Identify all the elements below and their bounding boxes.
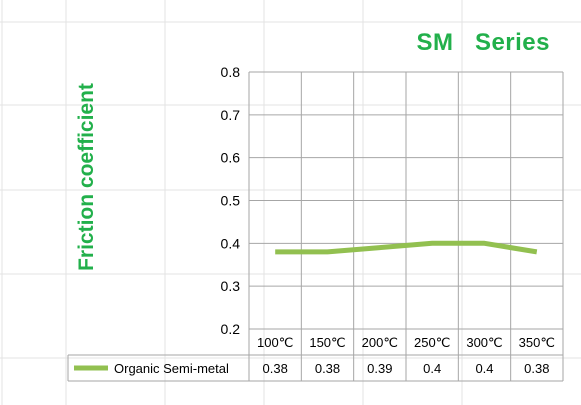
category-label: 300℃ bbox=[466, 335, 502, 350]
data-table-cell: 0.38 bbox=[315, 361, 340, 376]
y-tick-label: 0.5 bbox=[221, 193, 241, 209]
series-layer bbox=[275, 240, 538, 255]
category-label: 200℃ bbox=[362, 335, 398, 350]
y-axis-title: Friction coefficient bbox=[75, 83, 98, 271]
data-table-cell: 0.4 bbox=[475, 361, 493, 376]
y-tick-label: 0.3 bbox=[221, 278, 241, 294]
category-label: 250℃ bbox=[414, 335, 450, 350]
plot-gridlines bbox=[248, 71, 564, 381]
y-tick-label: 0.2 bbox=[221, 321, 241, 337]
category-label: 350℃ bbox=[519, 335, 555, 350]
data-table-cell: 0.4 bbox=[423, 361, 441, 376]
data-table-cell: 0.38 bbox=[263, 361, 288, 376]
y-tick-label: 0.8 bbox=[221, 64, 241, 80]
y-tick-label: 0.4 bbox=[221, 235, 241, 251]
category-label: 150℃ bbox=[309, 335, 345, 350]
chart-title: SM Series bbox=[416, 29, 550, 56]
y-tick-label: 0.7 bbox=[221, 107, 241, 123]
y-tick-label: 0.6 bbox=[221, 150, 241, 166]
legend-label: Organic Semi-metal bbox=[114, 361, 229, 376]
data-table-cell: 0.38 bbox=[524, 361, 549, 376]
data-table-cell: 0.39 bbox=[367, 361, 392, 376]
data-table: 100℃ 150℃ 200℃ 250℃ 300℃ 350℃ Organic Semi-met… bbox=[67, 335, 563, 382]
category-label: 100℃ bbox=[257, 335, 293, 350]
series-line bbox=[275, 240, 538, 255]
y-axis-ticks: 0.2 0.3 0.4 0.5 0.6 0.7 0.8 bbox=[221, 64, 241, 337]
